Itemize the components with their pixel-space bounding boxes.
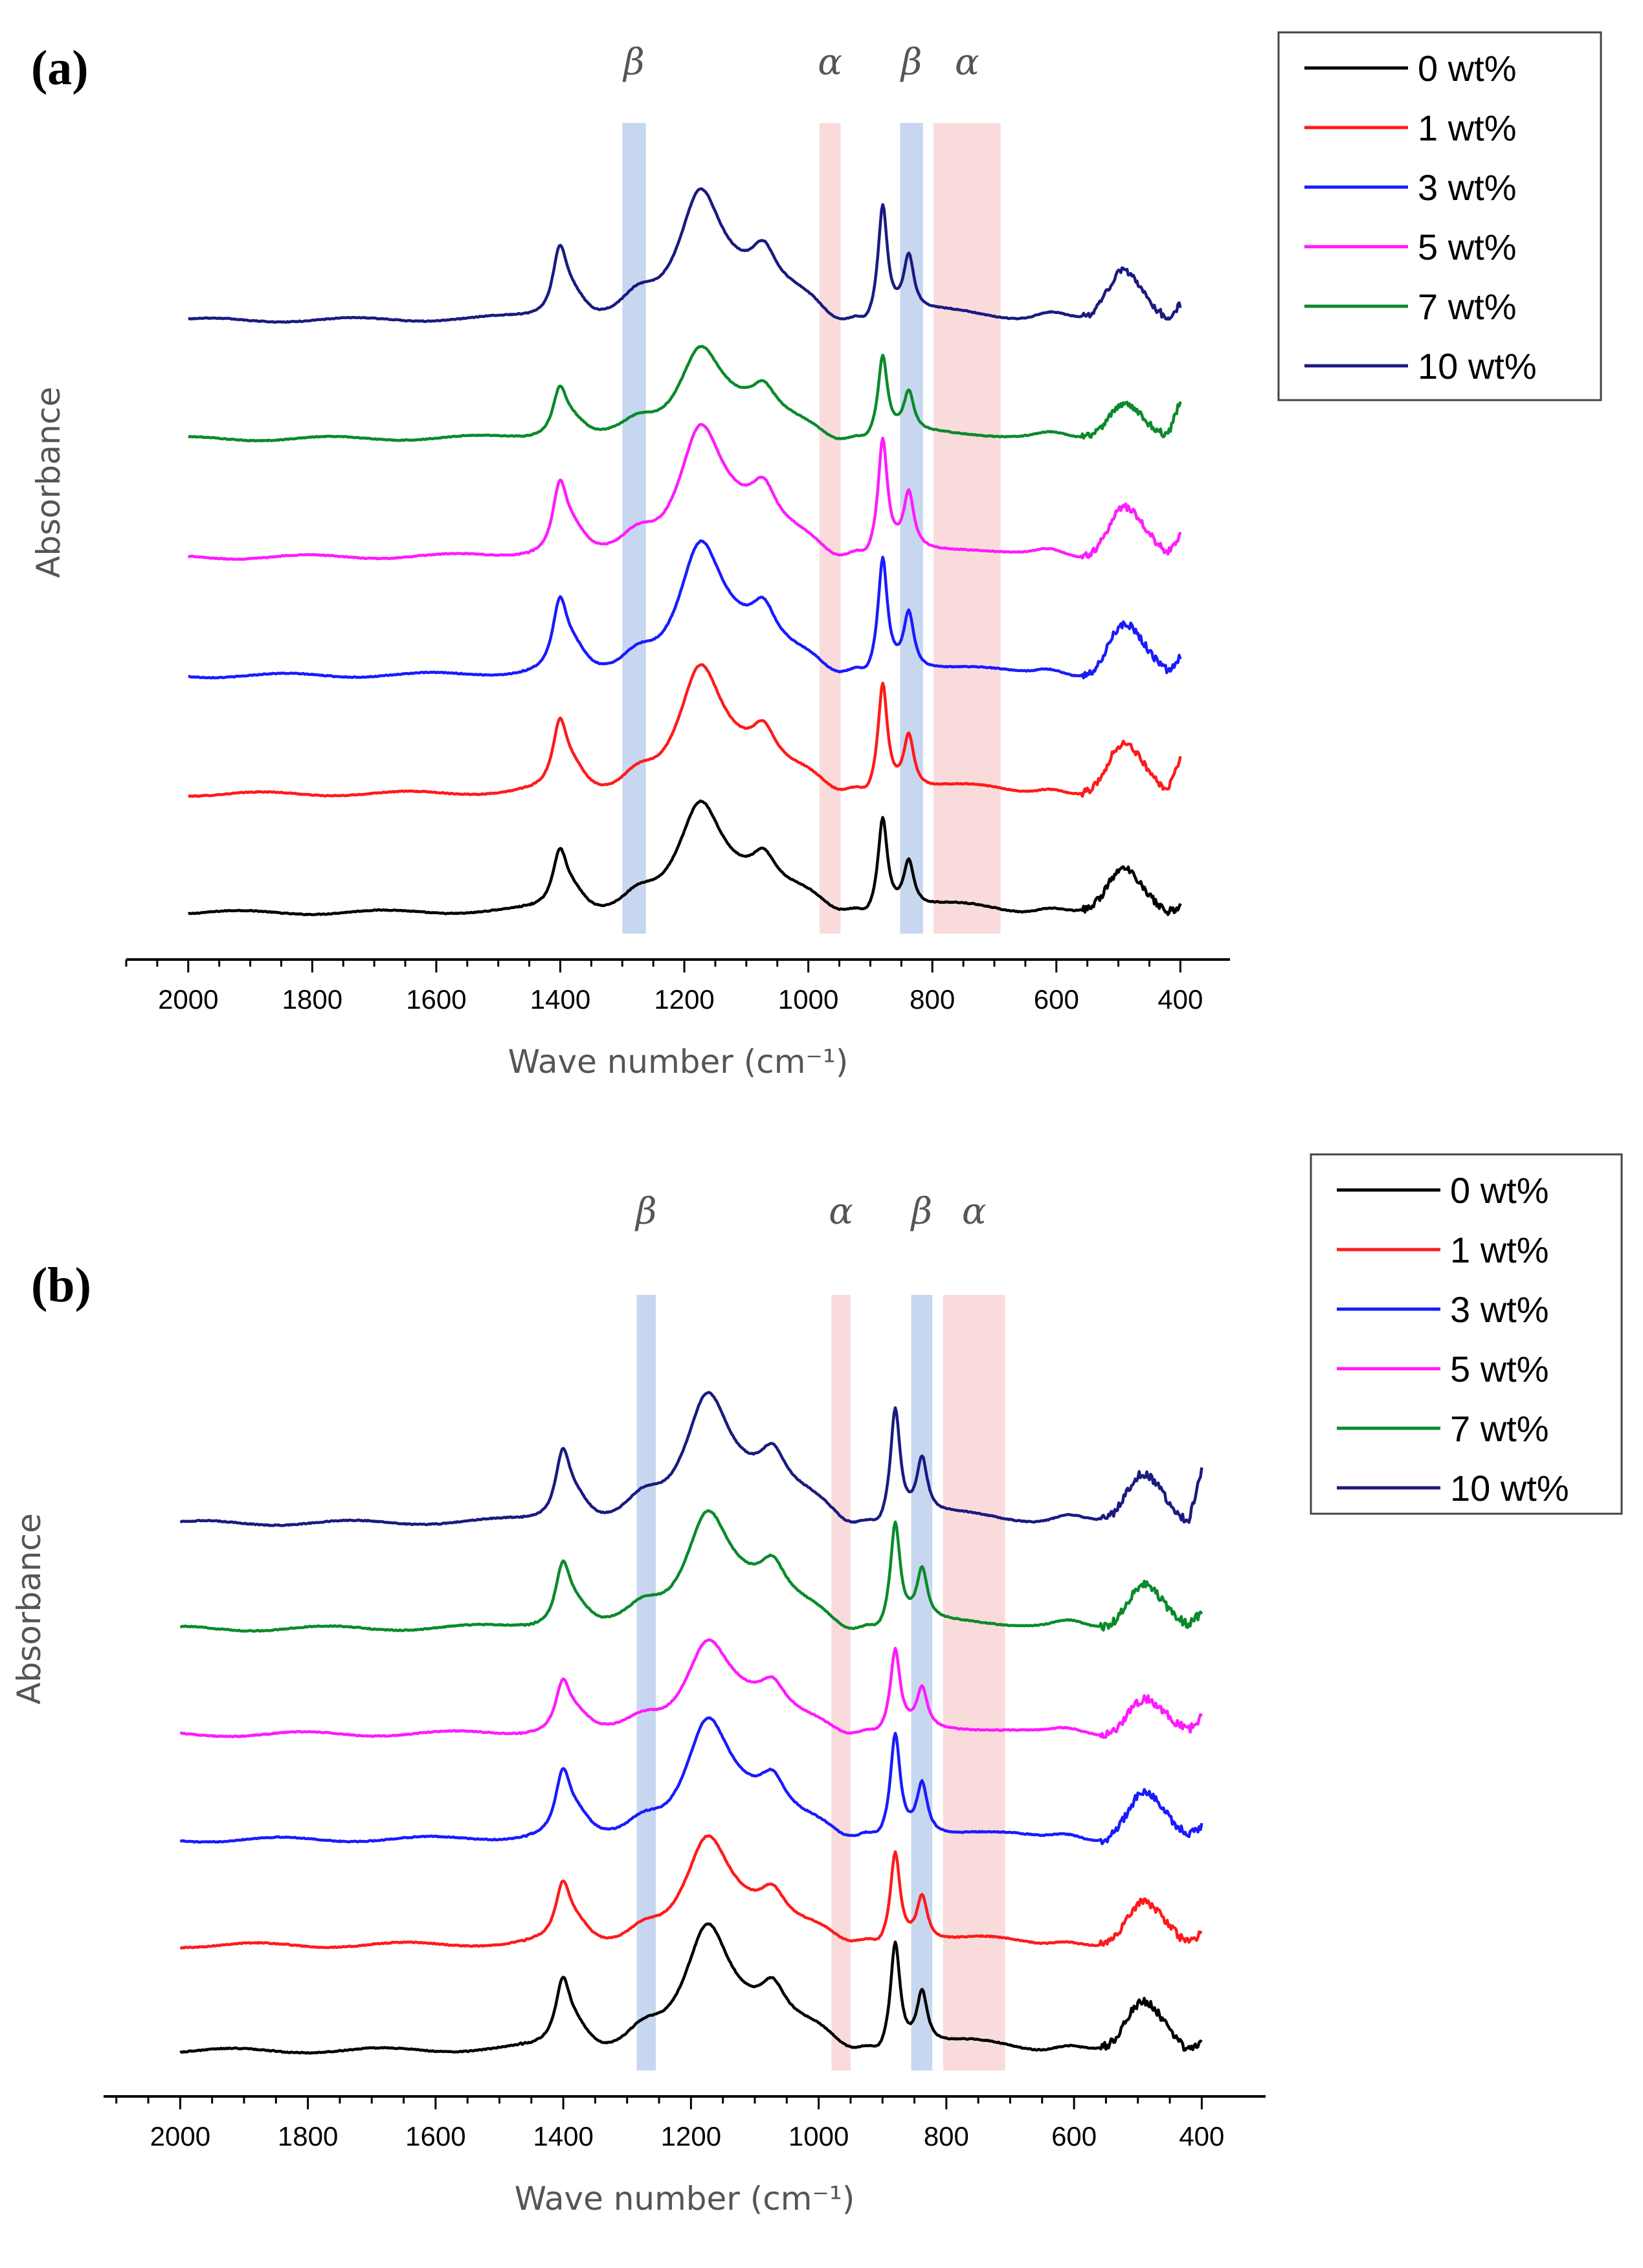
band-label-1: α: [818, 41, 842, 84]
legend-entry: 5 wt%: [1418, 227, 1517, 267]
band-2: [911, 1295, 933, 2071]
series-line-10wt: [188, 187, 1182, 324]
x-tick-label-1600: 1600: [405, 2121, 465, 2151]
band-label-3: α: [962, 1191, 987, 1233]
legend-entry: 3 wt%: [1418, 167, 1517, 208]
x-axis-title: Wave number (cm⁻¹): [508, 1043, 849, 1081]
band-0: [636, 1295, 656, 2071]
series-line-10wt: [179, 1391, 1203, 1527]
x-tick-label-1800: 1800: [282, 984, 342, 1015]
x-tick-label-1600: 1600: [406, 984, 466, 1015]
x-tick-label-1200: 1200: [654, 984, 714, 1015]
legend-entry: 1 wt%: [1450, 1229, 1549, 1270]
x-tick-label-2000: 2000: [158, 984, 218, 1015]
band-label-1: α: [829, 1191, 853, 1233]
panel-label: (a): [31, 41, 89, 95]
y-axis-title: Absorbance: [10, 1513, 48, 1704]
band-3: [933, 123, 1001, 934]
band-label-0: β: [634, 1191, 656, 1233]
x-tick-label-800: 800: [924, 2121, 969, 2151]
legend-entry: 0 wt%: [1450, 1170, 1549, 1211]
series-line-3wt: [179, 1716, 1203, 1846]
band-1: [819, 123, 841, 934]
x-tick-label-1400: 1400: [530, 984, 590, 1015]
series-line-5wt: [187, 423, 1182, 561]
series-line-7wt: [180, 1509, 1203, 1633]
legend-entry: 1 wt%: [1418, 107, 1517, 148]
band-3: [943, 1295, 1005, 2071]
x-tick-label-800: 800: [910, 984, 955, 1015]
x-tick-label-1800: 1800: [278, 2121, 338, 2151]
band-1: [831, 1295, 851, 2071]
series-line-3wt: [188, 539, 1182, 680]
band-0: [622, 123, 646, 934]
x-tick-label-400: 400: [1179, 2121, 1224, 2151]
legend-entry: 7 wt%: [1418, 286, 1517, 327]
series-line-7wt: [188, 344, 1182, 443]
legend: 0 wt% 1 wt% 3 wt% 5 wt% 7 wt% 10 wt%: [1310, 1153, 1623, 1515]
series-line-0wt: [188, 799, 1182, 917]
legend-box: [1310, 1153, 1623, 1515]
x-tick-label-400: 400: [1157, 984, 1203, 1015]
series-line-1wt: [180, 1834, 1203, 1950]
y-axis-title: Absorbance: [30, 387, 67, 578]
x-axis-title: Wave number (cm⁻¹): [515, 2180, 855, 2217]
x-tick-label-2000: 2000: [150, 2121, 210, 2151]
series-line-1wt: [188, 663, 1182, 798]
legend-entry: 7 wt%: [1450, 1408, 1549, 1449]
legend-entry: 10 wt%: [1450, 1468, 1569, 1509]
band-label-3: α: [955, 41, 979, 84]
x-tick-label-1000: 1000: [788, 2121, 849, 2151]
band-label-0: β: [622, 41, 644, 84]
x-tick-label-600: 600: [1034, 984, 1079, 1015]
x-tick-label-1400: 1400: [533, 2121, 593, 2151]
x-tick-label-600: 600: [1051, 2121, 1097, 2151]
series-line-5wt: [179, 1638, 1203, 1739]
panel-label: (b): [31, 1258, 91, 1312]
legend-entry: 3 wt%: [1450, 1289, 1549, 1330]
band-label-2: β: [900, 41, 922, 84]
legend: 0 wt% 1 wt% 3 wt% 5 wt% 7 wt% 10 wt%: [1277, 31, 1602, 401]
legend-entry: 5 wt%: [1450, 1349, 1549, 1389]
x-tick-label-1200: 1200: [661, 2121, 721, 2151]
band-label-2: β: [910, 1191, 932, 1233]
x-tick-label-1000: 1000: [778, 984, 838, 1015]
legend-box: [1277, 31, 1602, 401]
legend-entry: 10 wt%: [1418, 346, 1537, 387]
series-line-0wt: [179, 1922, 1203, 2055]
legend-entry: 0 wt%: [1418, 48, 1517, 89]
band-2: [900, 123, 923, 934]
